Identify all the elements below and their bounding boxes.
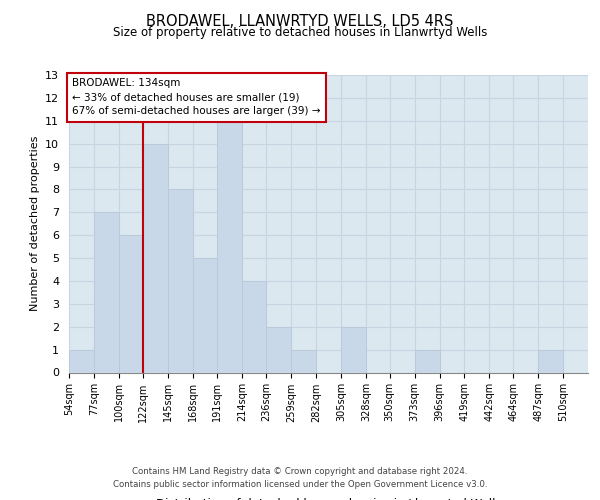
Bar [217, 121, 242, 372]
Bar [94, 212, 119, 372]
Bar [143, 144, 167, 372]
Bar [167, 190, 193, 372]
Text: Size of property relative to detached houses in Llanwrtyd Wells: Size of property relative to detached ho… [113, 26, 487, 39]
Bar [193, 258, 217, 372]
Bar [242, 281, 266, 372]
Bar [415, 350, 440, 372]
Text: BRODAWEL, LLANWRTYD WELLS, LD5 4RS: BRODAWEL, LLANWRTYD WELLS, LD5 4RS [146, 14, 454, 29]
Text: BRODAWEL: 134sqm
← 33% of detached houses are smaller (19)
67% of semi-detached : BRODAWEL: 134sqm ← 33% of detached house… [72, 78, 321, 116]
Bar [69, 350, 94, 372]
Bar [341, 326, 366, 372]
Y-axis label: Number of detached properties: Number of detached properties [29, 136, 40, 312]
Text: Contains HM Land Registry data © Crown copyright and database right 2024.: Contains HM Land Registry data © Crown c… [132, 467, 468, 476]
Bar [291, 350, 316, 372]
Bar [266, 326, 291, 372]
Bar [538, 350, 563, 372]
X-axis label: Distribution of detached houses by size in Llanwrtyd Wells: Distribution of detached houses by size … [155, 498, 502, 500]
Text: Contains public sector information licensed under the Open Government Licence v3: Contains public sector information licen… [113, 480, 487, 489]
Bar [119, 235, 143, 372]
